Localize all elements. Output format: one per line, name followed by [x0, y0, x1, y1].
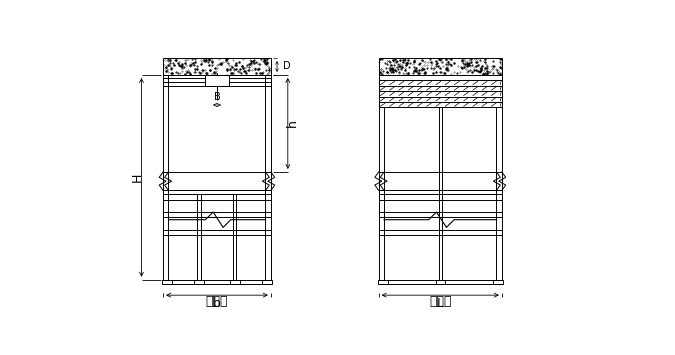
- Bar: [493, 280, 503, 284]
- Bar: [194, 280, 204, 284]
- Text: B: B: [213, 92, 220, 102]
- Text: h: h: [286, 120, 299, 127]
- Text: D: D: [284, 61, 291, 71]
- Text: 断面图: 断面图: [206, 295, 228, 308]
- Bar: [435, 280, 445, 284]
- Text: H: H: [130, 173, 143, 182]
- Text: b: b: [213, 297, 221, 310]
- Bar: [379, 58, 502, 75]
- Text: L: L: [437, 297, 443, 310]
- Bar: [378, 280, 388, 284]
- Bar: [262, 280, 271, 284]
- Bar: [379, 75, 502, 107]
- Bar: [163, 58, 271, 75]
- Bar: [205, 75, 229, 86]
- Text: 侧面图: 侧面图: [429, 295, 452, 308]
- Bar: [162, 280, 172, 284]
- Bar: [230, 280, 240, 284]
